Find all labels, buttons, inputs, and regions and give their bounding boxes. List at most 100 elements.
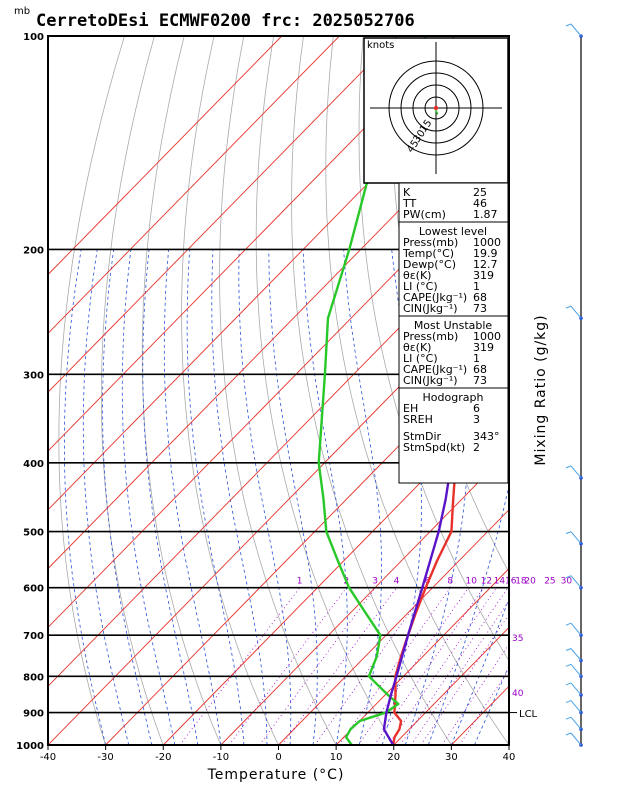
moist-adiabat bbox=[186, 249, 245, 745]
dry-adiabat bbox=[512, 36, 618, 745]
temperature-tick-label: 0 bbox=[275, 752, 281, 763]
chart-title: CerretoDEsi ECMWF0200 frc: 2025052706 bbox=[36, 11, 415, 31]
stat-label: StmSpd(kt) bbox=[403, 441, 465, 454]
temperature-tick-label: 30 bbox=[445, 752, 458, 763]
stat-value: 12.7 bbox=[473, 258, 498, 271]
mixing-ratio-label: 4 bbox=[394, 577, 400, 587]
stat-label: θε(K) bbox=[403, 269, 431, 282]
wind-barb-flag bbox=[565, 531, 572, 535]
mixing-ratio-label: 18 bbox=[515, 577, 527, 587]
hodograph-units-label: knots bbox=[367, 40, 394, 51]
temperature-tick-label: 20 bbox=[387, 752, 400, 763]
stat-label: EH bbox=[403, 402, 418, 415]
moist-adiabat bbox=[82, 249, 130, 745]
dry-adiabat bbox=[101, 36, 164, 745]
moist-adiabat bbox=[343, 249, 383, 745]
mixing-ratio-line bbox=[179, 587, 301, 745]
pressure-tick-label: 700 bbox=[23, 631, 44, 642]
pressure-tick-label: 500 bbox=[23, 528, 44, 539]
stat-label: CIN(Jkg⁻¹) bbox=[403, 374, 458, 387]
stat-value: 1.87 bbox=[473, 208, 498, 221]
mixing-ratio-label: 3 bbox=[372, 577, 378, 587]
wind-barb bbox=[570, 465, 582, 479]
stat-label: LI (°C) bbox=[403, 280, 438, 293]
dry-adiabat bbox=[141, 36, 222, 745]
dry-adiabat bbox=[542, 36, 618, 745]
temperature-ticks: -40 -30 -20 -10 0 10 20 30 40 bbox=[40, 745, 516, 763]
pressure-tick-label: 300 bbox=[23, 370, 44, 381]
pressure-tick-label: 200 bbox=[23, 245, 44, 256]
temperature-tick-label: 10 bbox=[330, 752, 343, 763]
wind-barb bbox=[570, 682, 582, 696]
pressure-unit-label: mb bbox=[14, 6, 30, 17]
stat-label: TT bbox=[402, 197, 417, 210]
stat-value: 68 bbox=[473, 291, 487, 304]
moist-adiabat bbox=[268, 249, 318, 745]
wind-barb bbox=[570, 648, 582, 661]
stat-label: StmDir bbox=[403, 430, 442, 443]
mixing-ratio-line bbox=[281, 587, 397, 745]
wind-barb bbox=[570, 663, 582, 677]
x-axis-label: Temperature (°C) bbox=[207, 767, 345, 783]
stat-value: 68 bbox=[473, 363, 487, 376]
stat-value: 343° bbox=[473, 430, 500, 443]
table-header: Hodograph bbox=[423, 391, 484, 404]
background-lines bbox=[48, 36, 618, 745]
mixing-ratio-label: 10 bbox=[466, 577, 478, 587]
temperature-tick-label: -40 bbox=[40, 752, 56, 763]
isotherm bbox=[162, 391, 509, 745]
mixing-ratio-label: 14 bbox=[494, 577, 506, 587]
stat-label: K bbox=[403, 186, 411, 199]
wind-barb-flag bbox=[565, 23, 572, 27]
table-header: Most Unstable bbox=[414, 319, 493, 332]
isotherm bbox=[508, 744, 509, 745]
stats-frame bbox=[398, 182, 509, 484]
isotherm bbox=[48, 273, 509, 745]
isotherm bbox=[335, 567, 509, 745]
mixing-ratio-label: 20 bbox=[524, 577, 536, 587]
dewpoint-profile bbox=[317, 36, 427, 745]
mixing-ratio-line bbox=[357, 587, 469, 745]
isotherm bbox=[220, 450, 509, 745]
stat-value: 73 bbox=[473, 374, 487, 387]
wind-barb bbox=[570, 700, 582, 713]
stat-label: SREH bbox=[403, 413, 433, 426]
dry-adiabat bbox=[58, 36, 125, 745]
table-header: Lowest level bbox=[419, 225, 487, 238]
isotherm bbox=[48, 36, 456, 452]
dry-adiabat bbox=[572, 36, 618, 745]
moist-adiabat bbox=[302, 249, 348, 745]
mixing-ratio-axis-label: Mixing Ratio (g/kg) bbox=[533, 314, 549, 465]
mixing-ratio-line bbox=[338, 587, 451, 745]
stat-value: 2 bbox=[473, 441, 480, 454]
theta-label: 35 bbox=[512, 634, 523, 644]
stat-value: 73 bbox=[473, 302, 487, 315]
lcl-label: LCL bbox=[519, 709, 538, 720]
pressure-tick-label: 100 bbox=[23, 32, 44, 43]
wind-barb bbox=[570, 732, 582, 746]
stat-label: θε(K) bbox=[403, 341, 431, 354]
mixing-ratio-label: 1 bbox=[297, 577, 303, 587]
theta-label: 40 bbox=[512, 689, 524, 699]
mixing-ratio-label: 30 bbox=[561, 577, 573, 587]
temperature-tick-label: 40 bbox=[503, 752, 516, 763]
moist-adiabat bbox=[163, 249, 222, 745]
wind-barb-flag bbox=[565, 682, 572, 686]
wind-barb-flag bbox=[565, 465, 572, 469]
wind-barb-flag bbox=[565, 622, 572, 626]
pressure-tick-label: 600 bbox=[23, 584, 44, 595]
mixing-ratio-line bbox=[410, 600, 509, 745]
moist-adiabat bbox=[142, 249, 199, 745]
moist-adiabat bbox=[121, 249, 176, 745]
wind-barb bbox=[570, 531, 582, 544]
stat-label: Press(mb) bbox=[403, 236, 458, 249]
stat-value: 319 bbox=[473, 269, 494, 282]
stat-label: Temp(°C) bbox=[402, 247, 454, 260]
isotherm bbox=[48, 215, 509, 687]
stat-label: Dewp(°C) bbox=[403, 258, 456, 271]
stat-value: 25 bbox=[473, 186, 487, 199]
stat-value: 19.9 bbox=[473, 247, 498, 260]
stat-label: LI (°C) bbox=[403, 352, 438, 365]
temperature-tick-label: -30 bbox=[97, 752, 113, 763]
pressure-ticks: 100 200 300 400 500 600 700 800 900 1000 bbox=[16, 32, 44, 752]
